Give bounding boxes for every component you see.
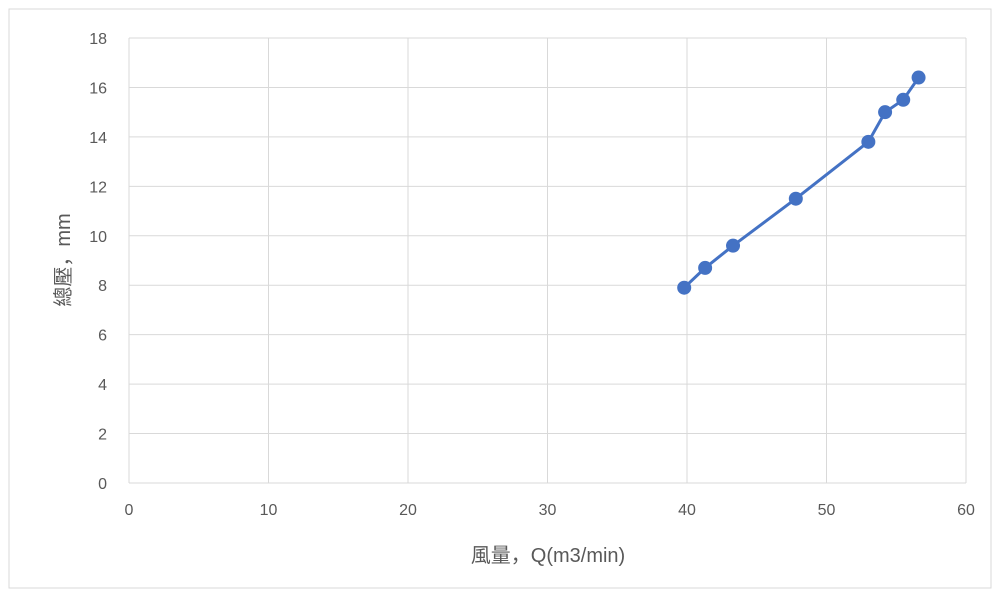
data-point	[677, 280, 692, 295]
y-tick-label: 16	[89, 80, 107, 97]
chart-frame	[8, 8, 992, 589]
data-point	[896, 92, 911, 107]
gridlines	[128, 37, 967, 484]
x-tick-label: 0	[125, 502, 134, 519]
data-point	[878, 105, 893, 120]
x-tick-label: 50	[818, 502, 836, 519]
y-tick-label: 10	[89, 229, 107, 246]
y-tick-label: 0	[98, 476, 107, 493]
data-point	[698, 260, 713, 275]
data-point	[788, 191, 803, 206]
data-point	[726, 238, 741, 253]
x-tick-label: 40	[678, 502, 696, 519]
y-tick-label: 6	[98, 328, 107, 345]
y-tick-label: 8	[98, 278, 107, 295]
x-axis-title: 風量，Q(m3/min)	[471, 545, 625, 567]
y-tick-label: 2	[98, 427, 107, 444]
tick-labels: 0 2 4 6 8 10 12 14 16 18 0 10 20 30 40 50 60	[89, 31, 975, 519]
y-axis-title: 總壓，mm	[52, 213, 75, 306]
data-point	[911, 70, 926, 85]
x-tick-label: 60	[957, 502, 975, 519]
y-tick-label: 12	[89, 179, 107, 196]
y-tick-label: 18	[89, 31, 107, 48]
x-tick-label: 20	[399, 502, 417, 519]
y-tick-label: 14	[89, 130, 107, 147]
series	[677, 70, 926, 295]
x-tick-label: 30	[539, 502, 557, 519]
y-tick-label: 4	[98, 377, 107, 394]
data-point	[861, 134, 876, 149]
x-tick-label: 10	[260, 502, 278, 519]
